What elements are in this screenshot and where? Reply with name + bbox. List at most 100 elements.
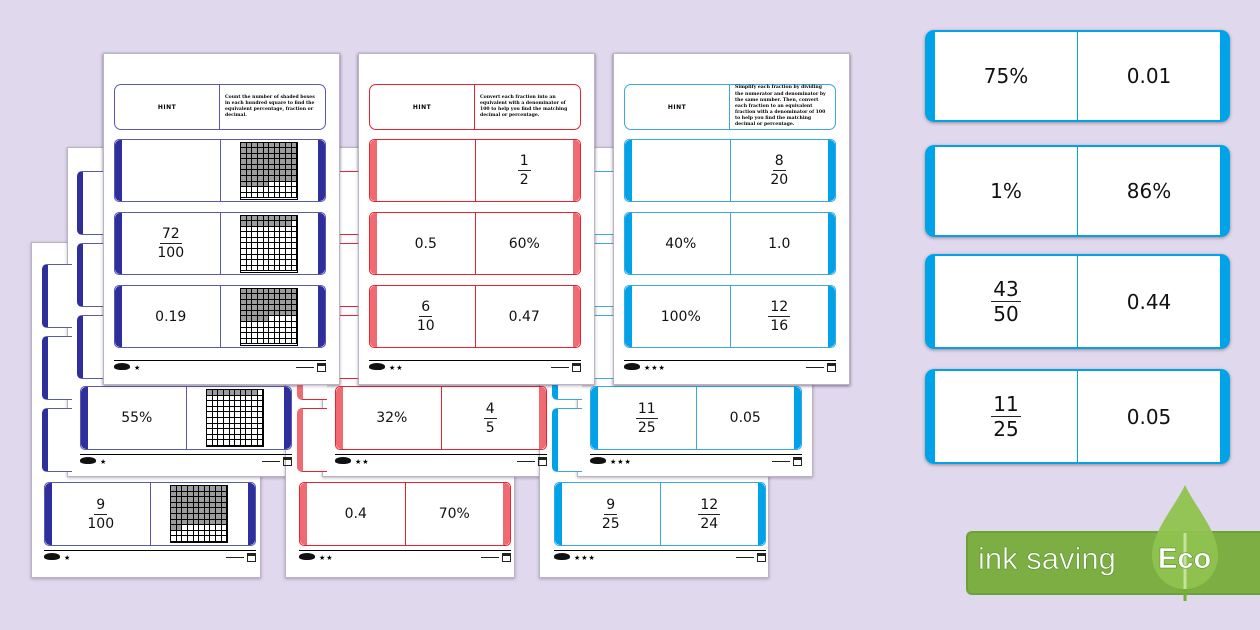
fraction-denominator: 25 <box>993 417 1019 441</box>
difficulty-stars: ★ <box>100 458 108 466</box>
card-tab-right <box>1220 30 1230 122</box>
twinkl-logo-icon <box>369 363 385 370</box>
card-right-cell: 12 24 <box>661 483 759 545</box>
card-right-cell: 0.44 <box>1077 254 1220 349</box>
graduation-cap-icon <box>572 363 581 372</box>
card-tab-left <box>625 140 632 201</box>
card-tab-right <box>318 286 325 347</box>
hundred-square-grid <box>240 141 299 200</box>
card-value: 0.05 <box>729 410 761 426</box>
card-value: 32% <box>376 410 408 426</box>
back-card-edge <box>552 408 582 472</box>
twinkl-logo-icon <box>624 363 640 370</box>
card-right-cell: 12 16 <box>731 286 829 347</box>
footer-right <box>262 457 292 466</box>
navy-back-card-1[interactable]: 55% <box>80 386 292 450</box>
red-back-footer-2: ★★ <box>299 550 511 564</box>
fraction-numerator: 9 <box>604 496 618 515</box>
website-url <box>226 556 244 559</box>
blue-back-card-1[interactable]: 11 25 0.05 <box>590 386 802 450</box>
card-right-cell <box>221 140 319 201</box>
blue-card-2[interactable]: 40% 1.0 <box>624 212 836 275</box>
back-card-edge <box>297 408 327 472</box>
card-left-cell: 100% <box>632 286 731 347</box>
blue-back-card-2[interactable]: 9 25 12 24 <box>554 482 766 546</box>
back-card-edge <box>77 243 107 307</box>
card-left-cell: 55% <box>88 387 187 449</box>
fraction-denominator: 5 <box>485 419 495 436</box>
website-url <box>481 556 499 559</box>
fraction: 11 25 <box>991 394 1021 441</box>
big-card-1[interactable]: 75% 0.01 <box>925 30 1230 122</box>
footer-right <box>551 363 581 372</box>
fraction-denominator: 10 <box>416 318 435 334</box>
red-back-card-1[interactable]: 32% 4 5 <box>335 386 547 450</box>
website-url <box>772 460 790 463</box>
card-left-cell <box>632 140 731 201</box>
card-tab-left <box>370 286 377 347</box>
card-left-cell: 32% <box>343 387 442 449</box>
footer-right <box>517 457 547 466</box>
difficulty-stars: ★★ <box>389 364 404 372</box>
card-left-cell: 9 100 <box>52 483 151 545</box>
card-tab-right <box>794 387 801 449</box>
card-tab-left <box>115 140 122 201</box>
hundred-square-grid <box>170 485 229 543</box>
fraction-numerator: 11 <box>635 400 658 419</box>
card-value: 55% <box>121 410 153 426</box>
big-card-2[interactable]: 1% 86% <box>925 145 1230 237</box>
card-left-cell: 11 25 <box>598 387 697 449</box>
card-right-cell <box>221 286 319 347</box>
fraction-numerator: 12 <box>698 496 721 515</box>
card-value: 75% <box>983 64 1029 88</box>
card-left-cell <box>377 140 476 201</box>
fraction-denominator: 16 <box>770 318 789 334</box>
hint-label: HINT <box>625 85 730 129</box>
fraction: 11 25 <box>635 400 658 435</box>
card-value: 70% <box>438 506 470 522</box>
navy-card-3[interactable]: 0.19 <box>114 285 326 348</box>
card-value: 40% <box>665 235 697 252</box>
card-tab-right <box>573 213 580 274</box>
card-tab-left <box>925 369 935 464</box>
footer-right <box>226 553 256 562</box>
fraction: 8 20 <box>770 154 788 187</box>
hint-label: HINT <box>115 85 220 129</box>
card-value: 0.05 <box>1126 404 1172 429</box>
footer-right <box>481 553 511 562</box>
red-card-3[interactable]: 6 10 0.47 <box>369 285 581 348</box>
card-tab-right <box>1220 369 1230 464</box>
navy-back-card-2[interactable]: 9 100 <box>44 482 256 546</box>
back-card-edge <box>42 264 72 328</box>
red-back-footer-1: ★★ <box>335 454 547 468</box>
card-tab-right <box>503 483 510 545</box>
hint-text: Simplify each fraction by dividing the n… <box>735 85 826 128</box>
twinkl-logo-icon <box>80 457 96 464</box>
graduation-cap-icon <box>317 363 326 372</box>
card-tab-right <box>828 140 835 201</box>
card-right-cell <box>151 483 249 545</box>
card-left-cell: 0.5 <box>377 213 476 274</box>
card-left-cell: 6 10 <box>377 286 476 347</box>
big-card-3[interactable]: 43 50 0.44 <box>925 254 1230 349</box>
navy-card-1[interactable] <box>114 139 326 202</box>
blue-card-3[interactable]: 100% 12 16 <box>624 285 836 348</box>
red-card-2[interactable]: 0.5 60% <box>369 212 581 275</box>
card-left-cell <box>122 140 221 201</box>
card-tab-right <box>573 140 580 201</box>
card-tab-left <box>925 254 935 349</box>
red-back-card-2[interactable]: 0.4 70% <box>299 482 511 546</box>
navy-card-2[interactable]: 72 100 <box>114 212 326 275</box>
twinkl-logo-icon <box>554 553 570 560</box>
big-card-4[interactable]: 11 25 0.05 <box>925 369 1230 464</box>
blue-card-1[interactable]: 8 20 <box>624 139 836 202</box>
hint-box: HINT Count the number of shaded boxes in … <box>114 84 326 130</box>
card-value: 100% <box>660 308 701 325</box>
card-left-cell: 11 25 <box>935 369 1077 464</box>
card-left-cell: 75% <box>935 30 1077 122</box>
card-tab-left <box>115 286 122 347</box>
hint-box: HINT Simplify each fraction by dividing t… <box>624 84 836 130</box>
card-tab-right <box>1220 145 1230 237</box>
